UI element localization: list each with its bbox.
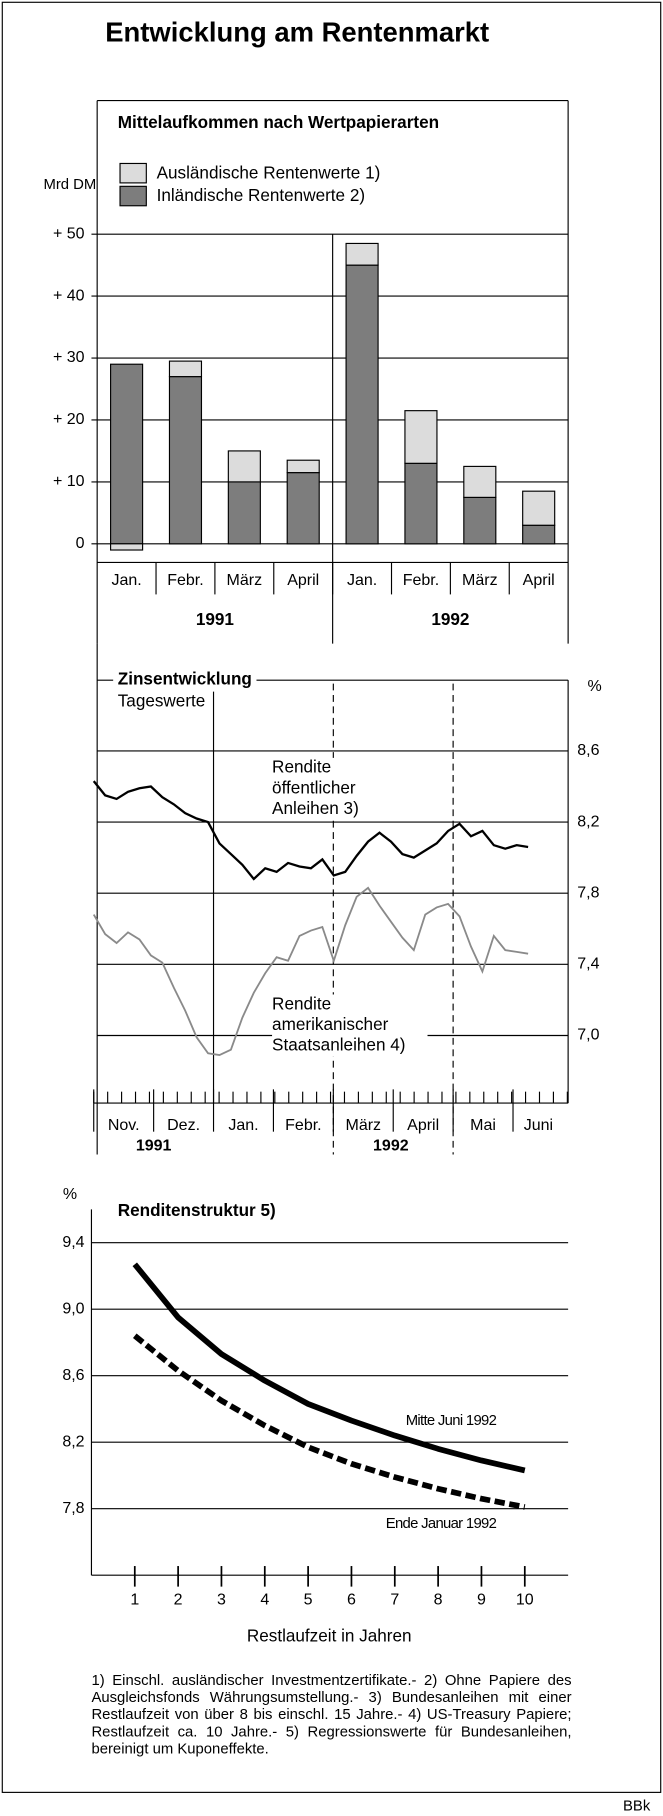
x-tick-label: 2 [174,1592,183,1609]
page-title: Entwicklung am Rentenmarkt [105,17,489,48]
x-tick-label: 6 [347,1592,356,1609]
y-tick-label: 7,8 [62,1500,84,1517]
x-tick-label: 7 [390,1592,399,1609]
legend-label: Inländische Rentenwerte 2) [157,185,365,205]
bar-segment [404,462,438,545]
y-tick-label: + 50 [53,225,85,242]
x-tick-label: Febr. [167,572,203,589]
bar-segment [110,543,144,551]
x-tick-label: März [462,572,498,589]
legend-swatch [119,185,147,207]
bar-segment [463,496,497,545]
y-tick-label: + 30 [53,349,85,366]
axis-unit: Mrd DM [43,177,96,193]
y-tick-label: + 40 [53,287,85,304]
x-tick-label: Mai [470,1117,496,1134]
axis-unit: % [588,678,602,695]
bar-segment [345,242,379,266]
x-tick-label: 9 [477,1592,486,1609]
group-label: 1992 [373,1138,409,1155]
y-tick-label: 8,2 [577,813,599,830]
bar-segment [168,376,203,545]
x-tick-label: Dez. [167,1117,200,1134]
x-tick-label: Nov. [108,1117,140,1134]
group-label: 1991 [196,609,235,629]
series-label: Mitte Juni 1992 [406,1413,497,1429]
x-tick-label: April [287,572,319,589]
x-tick-label: März [227,572,263,589]
legend-swatch [119,162,147,184]
bar-segment [522,524,556,545]
bar-segment [522,490,556,526]
group-label: 1991 [136,1138,172,1155]
legend-label: Ausländische Rentenwerte 1) [157,162,381,182]
y-tick-label: + 20 [53,411,85,428]
series-line [132,1262,526,1474]
y-tick-label: 9,4 [62,1234,84,1251]
bar-segment [286,459,320,474]
x-tick-label: 3 [217,1592,226,1609]
x-tick-label: März [345,1117,381,1134]
x-axis-label: Restlaufzeit in Jahren [247,1625,412,1645]
y-tick-label: 0 [76,535,85,552]
x-tick-label: Febr. [285,1117,321,1134]
x-tick-label: Jan. [347,572,377,589]
bar-segment [227,450,261,483]
source: BBk [622,1796,651,1815]
bar-segment [227,481,261,545]
footnote: 1) Einschl. ausländischer Investmentzert… [91,1671,572,1757]
y-tick-label: 7,8 [577,884,599,901]
title-background [113,668,257,689]
bar-segment [463,465,497,498]
series-annotation: Rendite amerikanischer Staatsanleihen 4) [272,994,428,1057]
y-tick-label: + 10 [53,473,85,490]
chart-title: Mittelaufkommen nach Wertpapierarten [118,112,439,132]
series-line [92,886,529,1057]
x-tick-label: Febr. [403,572,439,589]
chart-title: Renditenstruktur 5) [118,1200,276,1220]
series-annotation: Rendite öffentlicher Anleihen 3) [272,757,401,820]
bar-segment [110,363,144,545]
x-tick-label: 1 [130,1592,139,1609]
group-label: 1992 [431,609,469,629]
x-tick-label: Jan. [228,1117,258,1134]
y-tick-label: 7,0 [577,1027,599,1044]
bar-segment [286,472,320,545]
x-tick-label: April [523,572,555,589]
y-tick-label: 8,6 [62,1367,84,1384]
y-tick-label: 9,0 [62,1300,84,1317]
series-line [132,1333,526,1510]
y-tick-label: 7,4 [577,956,599,973]
chart-title: Zinsentwicklung [118,669,252,689]
bar-segment [345,264,379,545]
x-tick-label: Jan. [111,572,141,589]
axis-unit: % [63,1186,77,1203]
y-tick-label: 8,6 [577,742,599,759]
y-tick-label: 8,2 [62,1433,84,1450]
x-tick-label: 10 [516,1592,534,1609]
x-tick-label: 4 [260,1592,269,1609]
x-tick-label: 8 [434,1592,443,1609]
x-tick-label: 5 [304,1592,313,1609]
series-label: Ende Januar 1992 [386,1516,497,1532]
bar-segment [404,410,438,464]
chart-subtitle: Tageswerte [118,690,206,710]
bar-segment [168,360,203,378]
x-tick-label: April [407,1117,439,1134]
x-tick-label: Juni [524,1117,553,1134]
series-line [92,780,529,881]
